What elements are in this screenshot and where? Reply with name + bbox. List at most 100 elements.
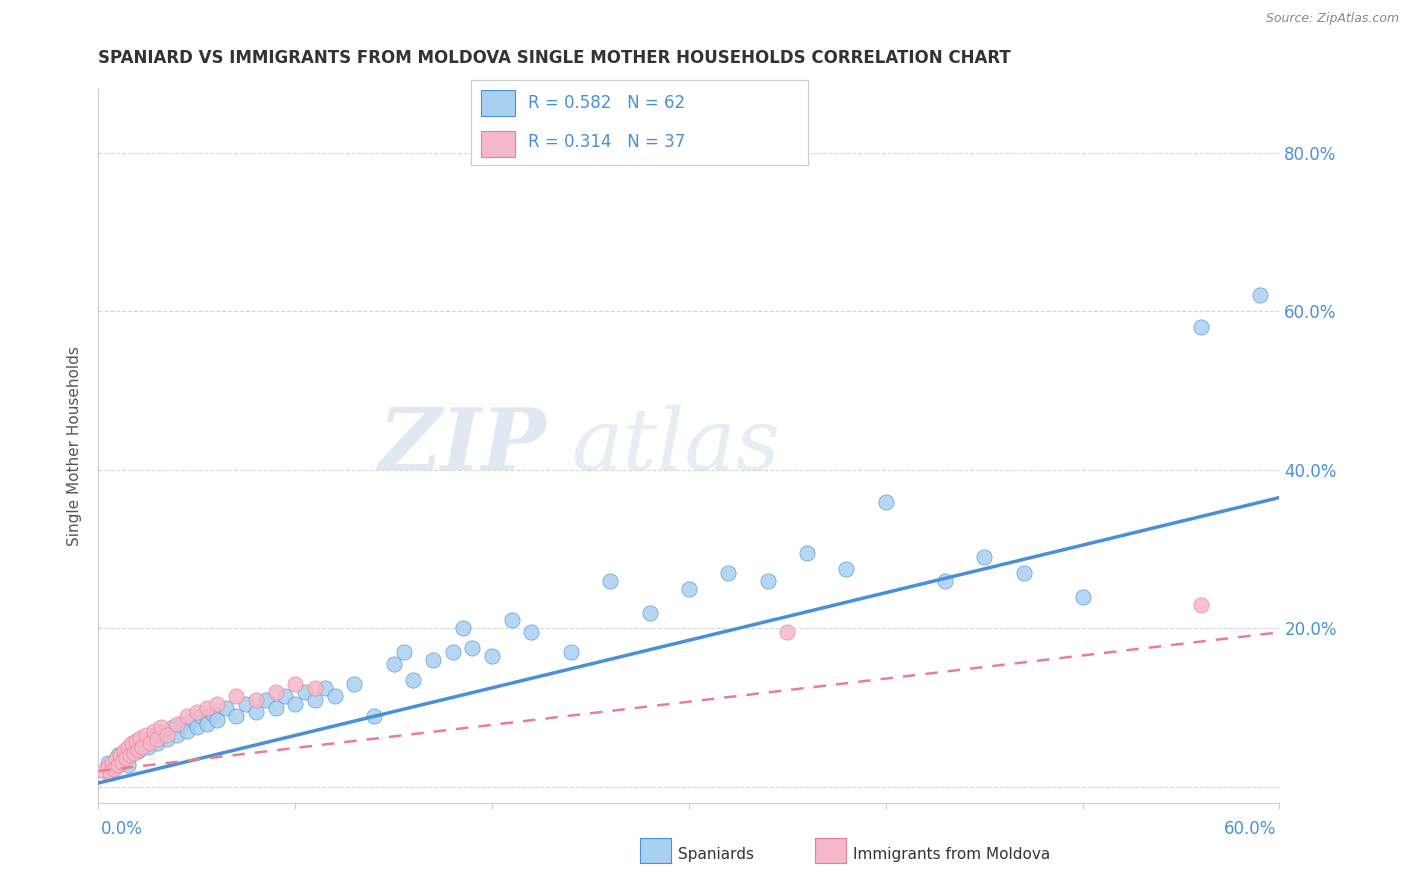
Point: [245, 692, 267, 706]
Point: [181, 713, 204, 727]
Point: [934, 574, 956, 588]
Point: [245, 705, 267, 719]
Point: [294, 685, 316, 699]
Point: [176, 708, 198, 723]
Point: [176, 724, 198, 739]
Point: [127, 743, 149, 757]
Point: [131, 732, 153, 747]
Point: [678, 582, 700, 596]
Text: ZIP: ZIP: [380, 404, 547, 488]
Point: [118, 748, 141, 763]
Point: [156, 728, 179, 742]
Point: [93, 764, 115, 778]
Point: [195, 716, 218, 731]
Point: [107, 748, 129, 763]
Point: [112, 744, 135, 758]
Point: [501, 614, 523, 628]
Point: [756, 574, 779, 588]
Point: [304, 681, 326, 695]
Point: [186, 705, 208, 719]
Point: [284, 697, 307, 711]
Point: [1189, 598, 1212, 612]
Point: [1189, 320, 1212, 334]
Point: [122, 736, 145, 750]
Text: atlas: atlas: [571, 405, 780, 487]
Point: [205, 713, 228, 727]
Text: 60.0%: 60.0%: [1225, 820, 1277, 838]
Point: [142, 724, 165, 739]
Point: [422, 653, 444, 667]
Point: [343, 677, 366, 691]
Point: [170, 716, 193, 731]
Point: [162, 721, 184, 735]
Point: [142, 728, 165, 742]
Point: [146, 732, 169, 747]
Text: SPANIARD VS IMMIGRANTS FROM MOLDOVA SINGLE MOTHER HOUSEHOLDS CORRELATION CHART: SPANIARD VS IMMIGRANTS FROM MOLDOVA SING…: [98, 49, 1011, 67]
Bar: [481, 90, 515, 116]
Point: [314, 681, 336, 695]
Point: [520, 625, 543, 640]
Point: [323, 689, 346, 703]
Point: [117, 757, 139, 772]
Point: [481, 649, 503, 664]
Y-axis label: Single Mother Households: Single Mother Households: [67, 346, 83, 546]
Point: [835, 562, 858, 576]
Point: [274, 689, 297, 703]
Point: [135, 728, 157, 742]
Point: [441, 645, 464, 659]
Point: [186, 721, 208, 735]
Bar: [481, 131, 515, 157]
Point: [111, 755, 134, 769]
Point: [599, 574, 621, 588]
Point: [1071, 590, 1094, 604]
Point: [122, 746, 145, 760]
Point: [125, 734, 148, 748]
Point: [166, 716, 188, 731]
Point: [973, 549, 995, 564]
Point: [98, 765, 121, 780]
Point: [225, 708, 247, 723]
Point: [190, 708, 212, 723]
Point: [105, 752, 128, 766]
Point: [264, 700, 287, 714]
Point: [284, 677, 307, 691]
Point: [201, 706, 224, 721]
Point: [117, 740, 139, 755]
Point: [363, 708, 385, 723]
Point: [136, 740, 159, 755]
Point: [108, 748, 131, 763]
Point: [156, 732, 179, 747]
Point: [776, 625, 799, 640]
Text: R = 0.582   N = 62: R = 0.582 N = 62: [529, 95, 686, 112]
Point: [150, 724, 173, 739]
Point: [1249, 288, 1271, 302]
Point: [461, 641, 484, 656]
Point: [392, 645, 415, 659]
Point: [304, 692, 326, 706]
Point: [127, 744, 149, 758]
Point: [254, 692, 277, 706]
Point: [115, 751, 138, 765]
Point: [103, 763, 125, 777]
Point: [1012, 566, 1035, 580]
Point: [150, 721, 173, 735]
Point: [215, 700, 238, 714]
Text: Immigrants from Moldova: Immigrants from Moldova: [853, 847, 1050, 862]
Point: [717, 566, 740, 580]
Point: [205, 697, 228, 711]
Text: Source: ZipAtlas.com: Source: ZipAtlas.com: [1265, 12, 1399, 25]
Point: [146, 736, 169, 750]
Point: [195, 700, 218, 714]
Point: [235, 697, 257, 711]
Text: R = 0.314   N = 37: R = 0.314 N = 37: [529, 133, 686, 151]
Point: [131, 740, 153, 755]
Point: [107, 757, 129, 772]
Text: Spaniards: Spaniards: [678, 847, 754, 862]
Point: [97, 756, 120, 771]
Point: [111, 752, 134, 766]
Point: [101, 756, 124, 771]
Point: [382, 657, 405, 671]
Point: [103, 760, 125, 774]
Point: [97, 760, 120, 774]
Point: [875, 494, 897, 508]
